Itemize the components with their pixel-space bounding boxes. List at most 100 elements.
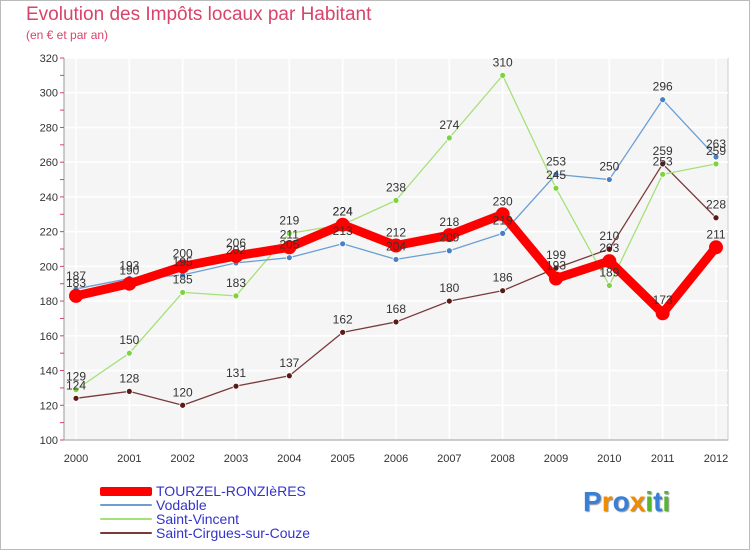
y-tick-label: 200 <box>40 261 58 273</box>
data-label: 202 <box>226 243 246 257</box>
data-point <box>389 238 403 253</box>
data-point <box>655 306 670 321</box>
data-point <box>659 170 667 178</box>
legend-item-saint-cirgues: Saint-Cirgues-sur-Couze <box>100 526 440 540</box>
data-label: 253 <box>546 154 566 168</box>
data-label: 259 <box>653 144 673 158</box>
data-point <box>709 240 723 255</box>
data-label: 245 <box>546 168 566 182</box>
data-point <box>445 134 453 142</box>
data-label: 206 <box>226 236 246 250</box>
x-tick-label: 2010 <box>597 453 621 465</box>
data-label: 137 <box>279 356 299 370</box>
data-point <box>659 160 667 168</box>
data-point <box>229 248 243 263</box>
data-label: 186 <box>493 271 513 285</box>
data-label: 120 <box>173 385 193 399</box>
data-label: 219 <box>493 213 513 227</box>
data-point <box>72 386 80 394</box>
data-point <box>602 254 617 269</box>
data-label: 128 <box>119 371 139 385</box>
legend-label-tourzel: TOURZEL-RONZIèRES <box>156 483 306 499</box>
legend-label-vodable: Vodable <box>156 497 207 513</box>
data-point <box>445 247 453 255</box>
chart-title: Evolution des Impôts locaux par Habitant <box>26 4 372 25</box>
x-tick-label: 2007 <box>437 453 461 465</box>
data-point <box>392 196 400 204</box>
data-point <box>335 217 350 232</box>
data-point <box>605 245 613 253</box>
y-tick-label: 240 <box>40 192 58 204</box>
x-tick-label: 2004 <box>277 453 301 465</box>
data-point <box>495 207 510 222</box>
data-label: 150 <box>119 333 139 347</box>
legend-item-saint-vincent: Saint-Vincent <box>100 512 440 526</box>
data-label: 200 <box>173 246 193 260</box>
data-point <box>499 287 507 295</box>
legend-swatch-saint-cirgues <box>100 532 152 534</box>
data-label: 193 <box>546 259 566 273</box>
logo-letter: i <box>645 486 654 517</box>
logo-letter: i <box>662 486 671 517</box>
data-point <box>445 297 453 305</box>
data-label: 211 <box>706 227 725 241</box>
data-point <box>232 382 240 390</box>
data-label: 168 <box>386 302 406 316</box>
data-point <box>659 96 667 104</box>
data-point <box>712 214 720 222</box>
x-tick-label: 2002 <box>170 453 194 465</box>
data-label: 213 <box>333 224 353 238</box>
data-point <box>282 240 297 255</box>
legend-item-vodable: Vodable <box>100 498 440 512</box>
data-label: 228 <box>706 198 726 212</box>
data-label: 195 <box>173 255 193 269</box>
data-point <box>179 289 187 296</box>
x-tick-label: 2005 <box>330 453 354 465</box>
y-tick-label: 160 <box>40 331 58 343</box>
data-label: 209 <box>439 231 459 245</box>
data-point <box>175 259 190 274</box>
data-point <box>549 271 563 286</box>
data-label: 224 <box>333 205 353 219</box>
data-label: 131 <box>226 366 246 380</box>
data-label: 185 <box>173 272 193 286</box>
data-point <box>179 401 187 409</box>
y-tick-label: 120 <box>40 400 58 412</box>
data-label: 210 <box>599 229 619 243</box>
legend-item-tourzel: TOURZEL-RONZIèRES <box>100 484 440 498</box>
data-label: 310 <box>493 55 513 69</box>
data-label: 204 <box>386 239 406 253</box>
x-tick-label: 2006 <box>384 453 408 465</box>
x-tick-label: 2008 <box>490 453 514 465</box>
y-tick-label: 320 <box>40 53 58 65</box>
legend-swatch-saint-vincent <box>100 518 152 520</box>
x-tick-label: 2009 <box>544 453 568 465</box>
data-point <box>552 170 560 178</box>
data-label: 190 <box>119 264 139 278</box>
x-tick-label: 2012 <box>704 453 728 465</box>
data-point <box>552 184 560 192</box>
data-label: 205 <box>279 238 299 252</box>
y-tick-label: 140 <box>40 366 58 378</box>
x-tick-label: 2011 <box>651 453 675 465</box>
data-label: 180 <box>439 281 459 295</box>
data-label: 274 <box>439 118 459 132</box>
data-point <box>285 254 293 262</box>
data-label: 238 <box>386 180 406 194</box>
legend-swatch-vodable <box>100 504 152 506</box>
data-label: 211 <box>280 227 299 241</box>
data-point <box>605 282 613 289</box>
data-point <box>122 276 137 291</box>
data-label: 296 <box>653 80 673 94</box>
chart-subtitle: (en € et par an) <box>26 28 109 42</box>
y-tick-label: 300 <box>40 88 58 100</box>
data-label: 173 <box>653 293 673 307</box>
data-point <box>442 228 457 243</box>
data-point <box>605 176 613 183</box>
data-point <box>339 240 347 248</box>
logo-letter: t <box>653 486 663 517</box>
data-point <box>72 394 80 402</box>
x-tick-label: 2000 <box>64 453 88 465</box>
data-point <box>125 387 133 395</box>
